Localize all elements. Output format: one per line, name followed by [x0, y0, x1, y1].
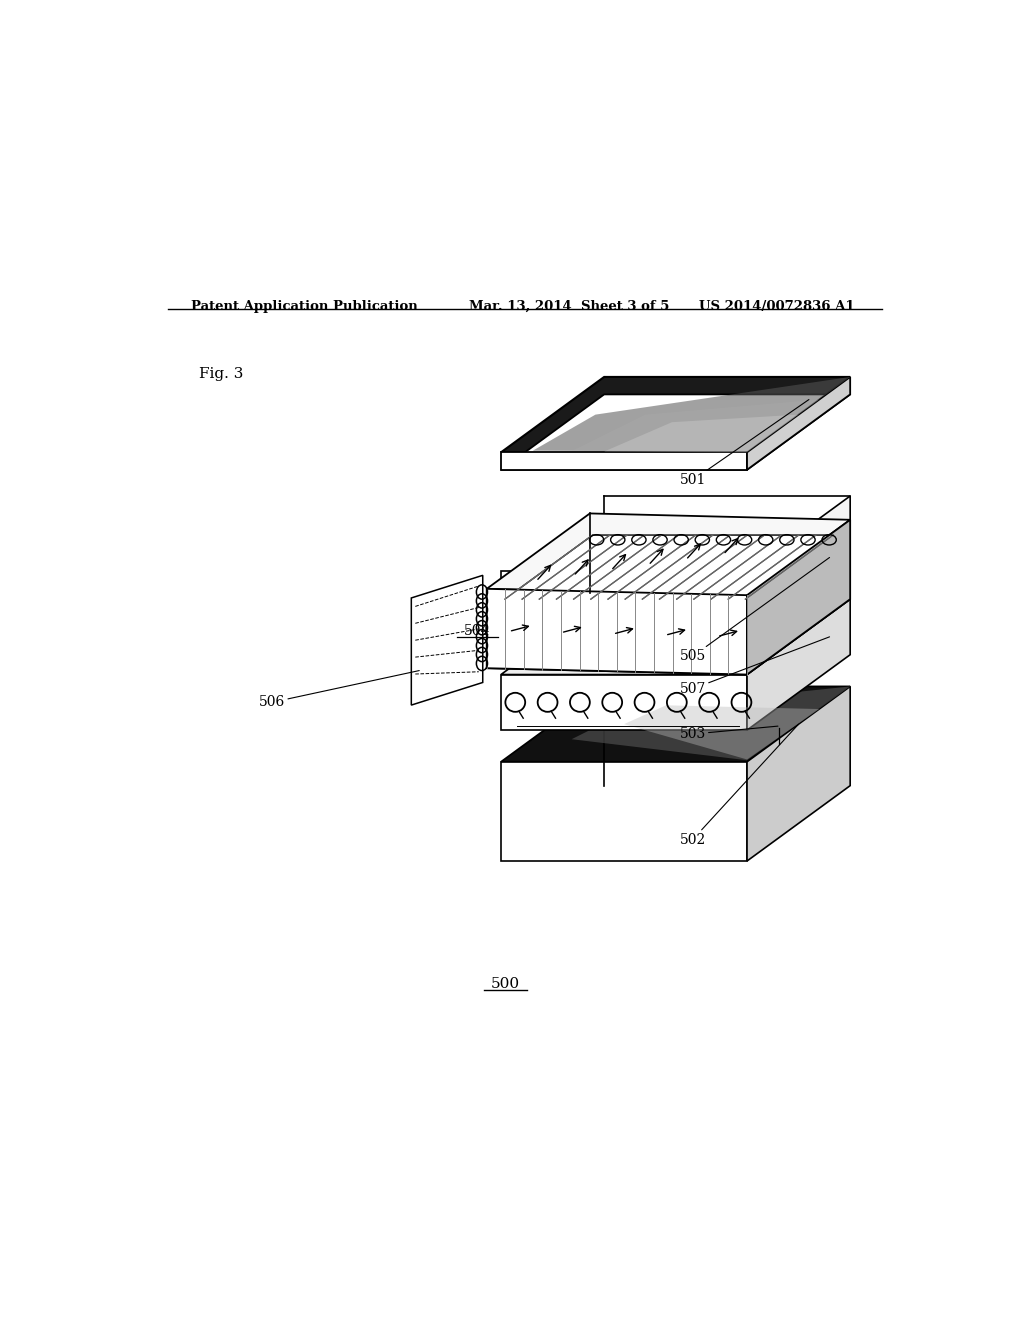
Polygon shape [571, 686, 850, 760]
Polygon shape [412, 576, 482, 705]
Polygon shape [532, 378, 850, 451]
Polygon shape [501, 453, 748, 470]
Text: Mar. 13, 2014  Sheet 3 of 5: Mar. 13, 2014 Sheet 3 of 5 [469, 300, 670, 313]
Polygon shape [486, 593, 850, 675]
Polygon shape [486, 513, 850, 595]
Polygon shape [501, 395, 850, 470]
Polygon shape [486, 589, 748, 675]
Text: 504: 504 [464, 624, 490, 638]
Polygon shape [501, 378, 850, 453]
Polygon shape [501, 675, 748, 730]
Polygon shape [624, 705, 819, 759]
Text: US 2014/0072836 A1: US 2014/0072836 A1 [699, 300, 855, 313]
Text: 503: 503 [680, 726, 778, 741]
Text: 501: 501 [680, 400, 809, 487]
Text: 506: 506 [259, 671, 419, 709]
Text: 505: 505 [680, 557, 829, 663]
Polygon shape [501, 762, 748, 861]
Text: 502: 502 [680, 725, 799, 846]
Polygon shape [748, 520, 850, 675]
Text: 507: 507 [680, 636, 829, 696]
Text: Fig. 3: Fig. 3 [200, 367, 244, 380]
Polygon shape [748, 378, 850, 470]
Polygon shape [748, 496, 850, 595]
Polygon shape [748, 686, 850, 861]
Polygon shape [501, 572, 748, 595]
Polygon shape [604, 414, 799, 453]
Polygon shape [748, 599, 850, 730]
Polygon shape [505, 535, 834, 599]
Polygon shape [572, 400, 819, 451]
Text: 500: 500 [490, 977, 519, 991]
Polygon shape [501, 686, 850, 762]
Polygon shape [501, 599, 850, 675]
Text: Patent Application Publication: Patent Application Publication [191, 300, 418, 313]
